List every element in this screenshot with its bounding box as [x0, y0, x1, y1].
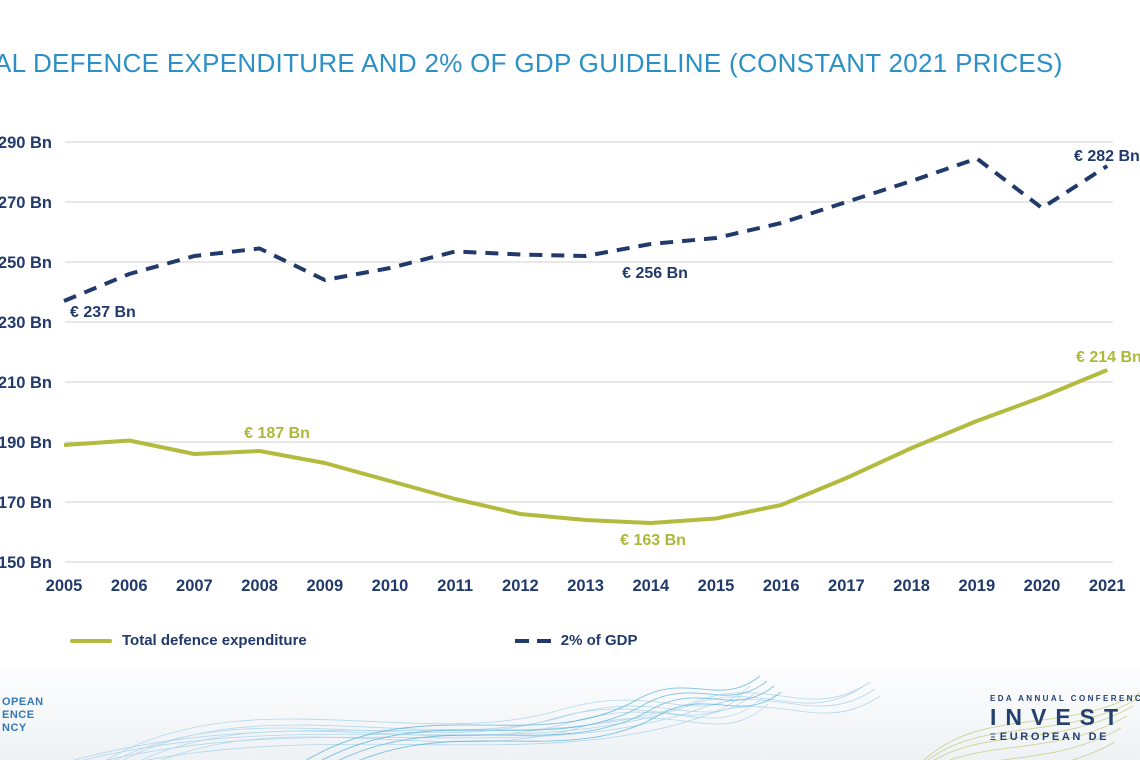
- x-axis-year-label: 2010: [372, 577, 409, 595]
- x-axis-year-label: 2012: [502, 577, 539, 595]
- wave-decoration: [53, 675, 1140, 760]
- conference-kicker: EDA ANNUAL CONFERENCE: [990, 694, 1140, 703]
- eda-logo-line: NCY: [2, 722, 27, 734]
- x-axis-year-label: 2008: [241, 577, 278, 595]
- data-label: € 163 Bn: [620, 532, 686, 549]
- legend-label-gdp: 2% of GDP: [560, 632, 638, 649]
- x-axis-year-label: 2005: [46, 577, 83, 595]
- gdp-guideline-line: [63, 156, 1109, 303]
- defence-expenditure-line: [63, 368, 1108, 525]
- conference-title: INVEST: [990, 704, 1128, 730]
- y-axis-tick-label: 210 Bn: [0, 374, 52, 392]
- x-axis-year-label: 2009: [306, 577, 343, 595]
- defence-expenditure-chart: 290 Bn 270 Bn 250 Bn 230 Bn 210 Bn 190 Bn 170 …: [0, 134, 1140, 595]
- data-label: € 256 Bn: [622, 265, 688, 282]
- y-axis-tick-label: 170 Bn: [0, 494, 52, 512]
- x-axis-year-label: 2014: [632, 577, 670, 595]
- eda-logo-line: OPEAN: [2, 696, 44, 708]
- y-axis-tick-label: 290 Bn: [0, 134, 52, 152]
- data-label: € 187 Bn: [244, 425, 310, 442]
- y-axis-tick-label: 150 Bn: [0, 554, 52, 572]
- eda-logo-line: ENCE: [2, 709, 35, 721]
- y-axis-tick-label: 230 Bn: [0, 314, 52, 332]
- x-axis-year-label: 2019: [958, 577, 995, 595]
- y-axis-tick-label: 270 Bn: [0, 194, 52, 212]
- legend-label-defence: Total defence expenditure: [122, 632, 307, 649]
- x-axis-year-label: 2013: [567, 577, 604, 595]
- in-logo-glyph-icon: Ξ: [990, 732, 996, 742]
- x-axis-year-label: 2015: [698, 577, 735, 595]
- x-axis-year-label: 2020: [1024, 577, 1061, 595]
- page-title: AL DEFENCE EXPENDITURE AND 2% OF GDP GUI…: [0, 48, 1063, 78]
- eda-logo-text: OPEAN ENCE NCY: [2, 696, 44, 735]
- x-axis-year-label: 2018: [893, 577, 930, 595]
- x-axis-year-label: 2007: [176, 577, 213, 595]
- data-label: € 237 Bn: [70, 304, 136, 321]
- gdp-dashed-line-swatch-icon: [514, 638, 551, 643]
- x-axis-year-label: 2006: [111, 577, 148, 595]
- y-axis-tick-label: 250 Bn: [0, 254, 52, 272]
- x-axis-year-label: 2011: [437, 577, 473, 595]
- footer-banner: OPEAN ENCE NCY EDA ANNUAL CONFERENCE INV…: [0, 668, 1140, 760]
- data-label: € 214 Bn: [1076, 349, 1140, 366]
- conference-subtitle: Ξ EUROPEAN DE: [990, 731, 1140, 743]
- chart-legend: Total defence expenditure 2% of GDP: [70, 632, 637, 649]
- legend-item-gdp: 2% of GDP: [514, 632, 638, 649]
- data-label: € 282 Bn: [1074, 148, 1140, 165]
- defence-line-swatch-icon: [70, 638, 112, 643]
- y-axis-tick-label: 190 Bn: [0, 434, 52, 452]
- x-axis-year-label: 2016: [763, 577, 800, 595]
- x-axis-year-label: 2017: [828, 577, 865, 595]
- legend-item-defence-expenditure: Total defence expenditure: [70, 632, 307, 649]
- conference-subtitle-text: EUROPEAN DE: [999, 731, 1110, 743]
- x-axis-year-label: 2021: [1089, 577, 1126, 595]
- conference-logo: EDA ANNUAL CONFERENCE INVEST Ξ EUROPEAN …: [990, 694, 1140, 743]
